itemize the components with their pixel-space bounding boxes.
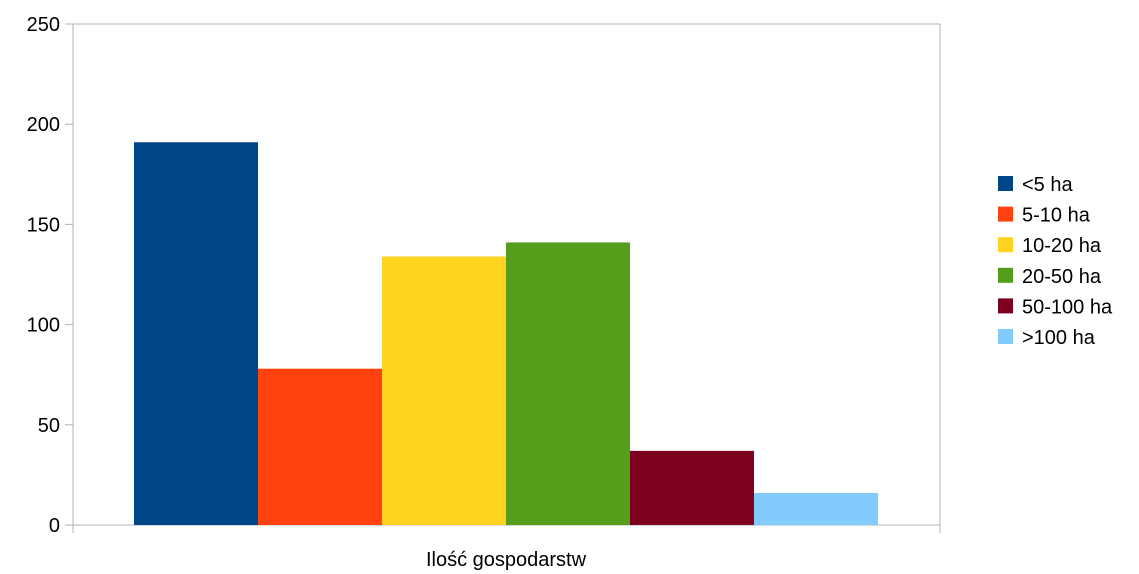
y-tick-label: 200 bbox=[27, 114, 60, 136]
legend-swatch bbox=[998, 206, 1013, 222]
legend-swatch bbox=[998, 267, 1013, 283]
bars bbox=[134, 142, 878, 525]
legend-swatch bbox=[998, 237, 1013, 253]
legend-label: 20-50 ha bbox=[1022, 266, 1102, 288]
legend-swatch bbox=[998, 176, 1013, 191]
bar-series-0 bbox=[134, 142, 258, 525]
legend-label: 10-20 ha bbox=[1022, 235, 1102, 257]
legend-swatch bbox=[998, 329, 1013, 344]
category-label: Ilość gospodarstw bbox=[426, 549, 587, 571]
bar-series-2 bbox=[382, 256, 506, 525]
y-tick-label: 50 bbox=[38, 415, 60, 437]
legend: <5 ha 5-10 ha 10-20 ha 20-50 ha 50-100 ha >10… bbox=[998, 174, 1113, 349]
y-tick-label: 100 bbox=[27, 315, 60, 337]
legend-label: 5-10 ha bbox=[1022, 205, 1091, 227]
bar-series-4 bbox=[630, 450, 754, 525]
bar-series-5 bbox=[754, 492, 878, 525]
y-tick-label: 150 bbox=[27, 214, 60, 236]
legend-label: 50-100 ha bbox=[1022, 296, 1113, 318]
legend-label: <5 ha bbox=[1022, 174, 1073, 196]
legend-swatch bbox=[998, 298, 1013, 314]
y-tick-label: 0 bbox=[49, 515, 60, 537]
bar-series-3 bbox=[506, 242, 630, 525]
x-axis: Ilość gospodarstw bbox=[72, 525, 941, 571]
y-axis: 0 50 100 150 200 250 bbox=[27, 14, 73, 537]
bar-series-1 bbox=[258, 368, 382, 525]
y-tick-label: 250 bbox=[27, 14, 60, 36]
legend-label: >100 ha bbox=[1022, 327, 1096, 349]
